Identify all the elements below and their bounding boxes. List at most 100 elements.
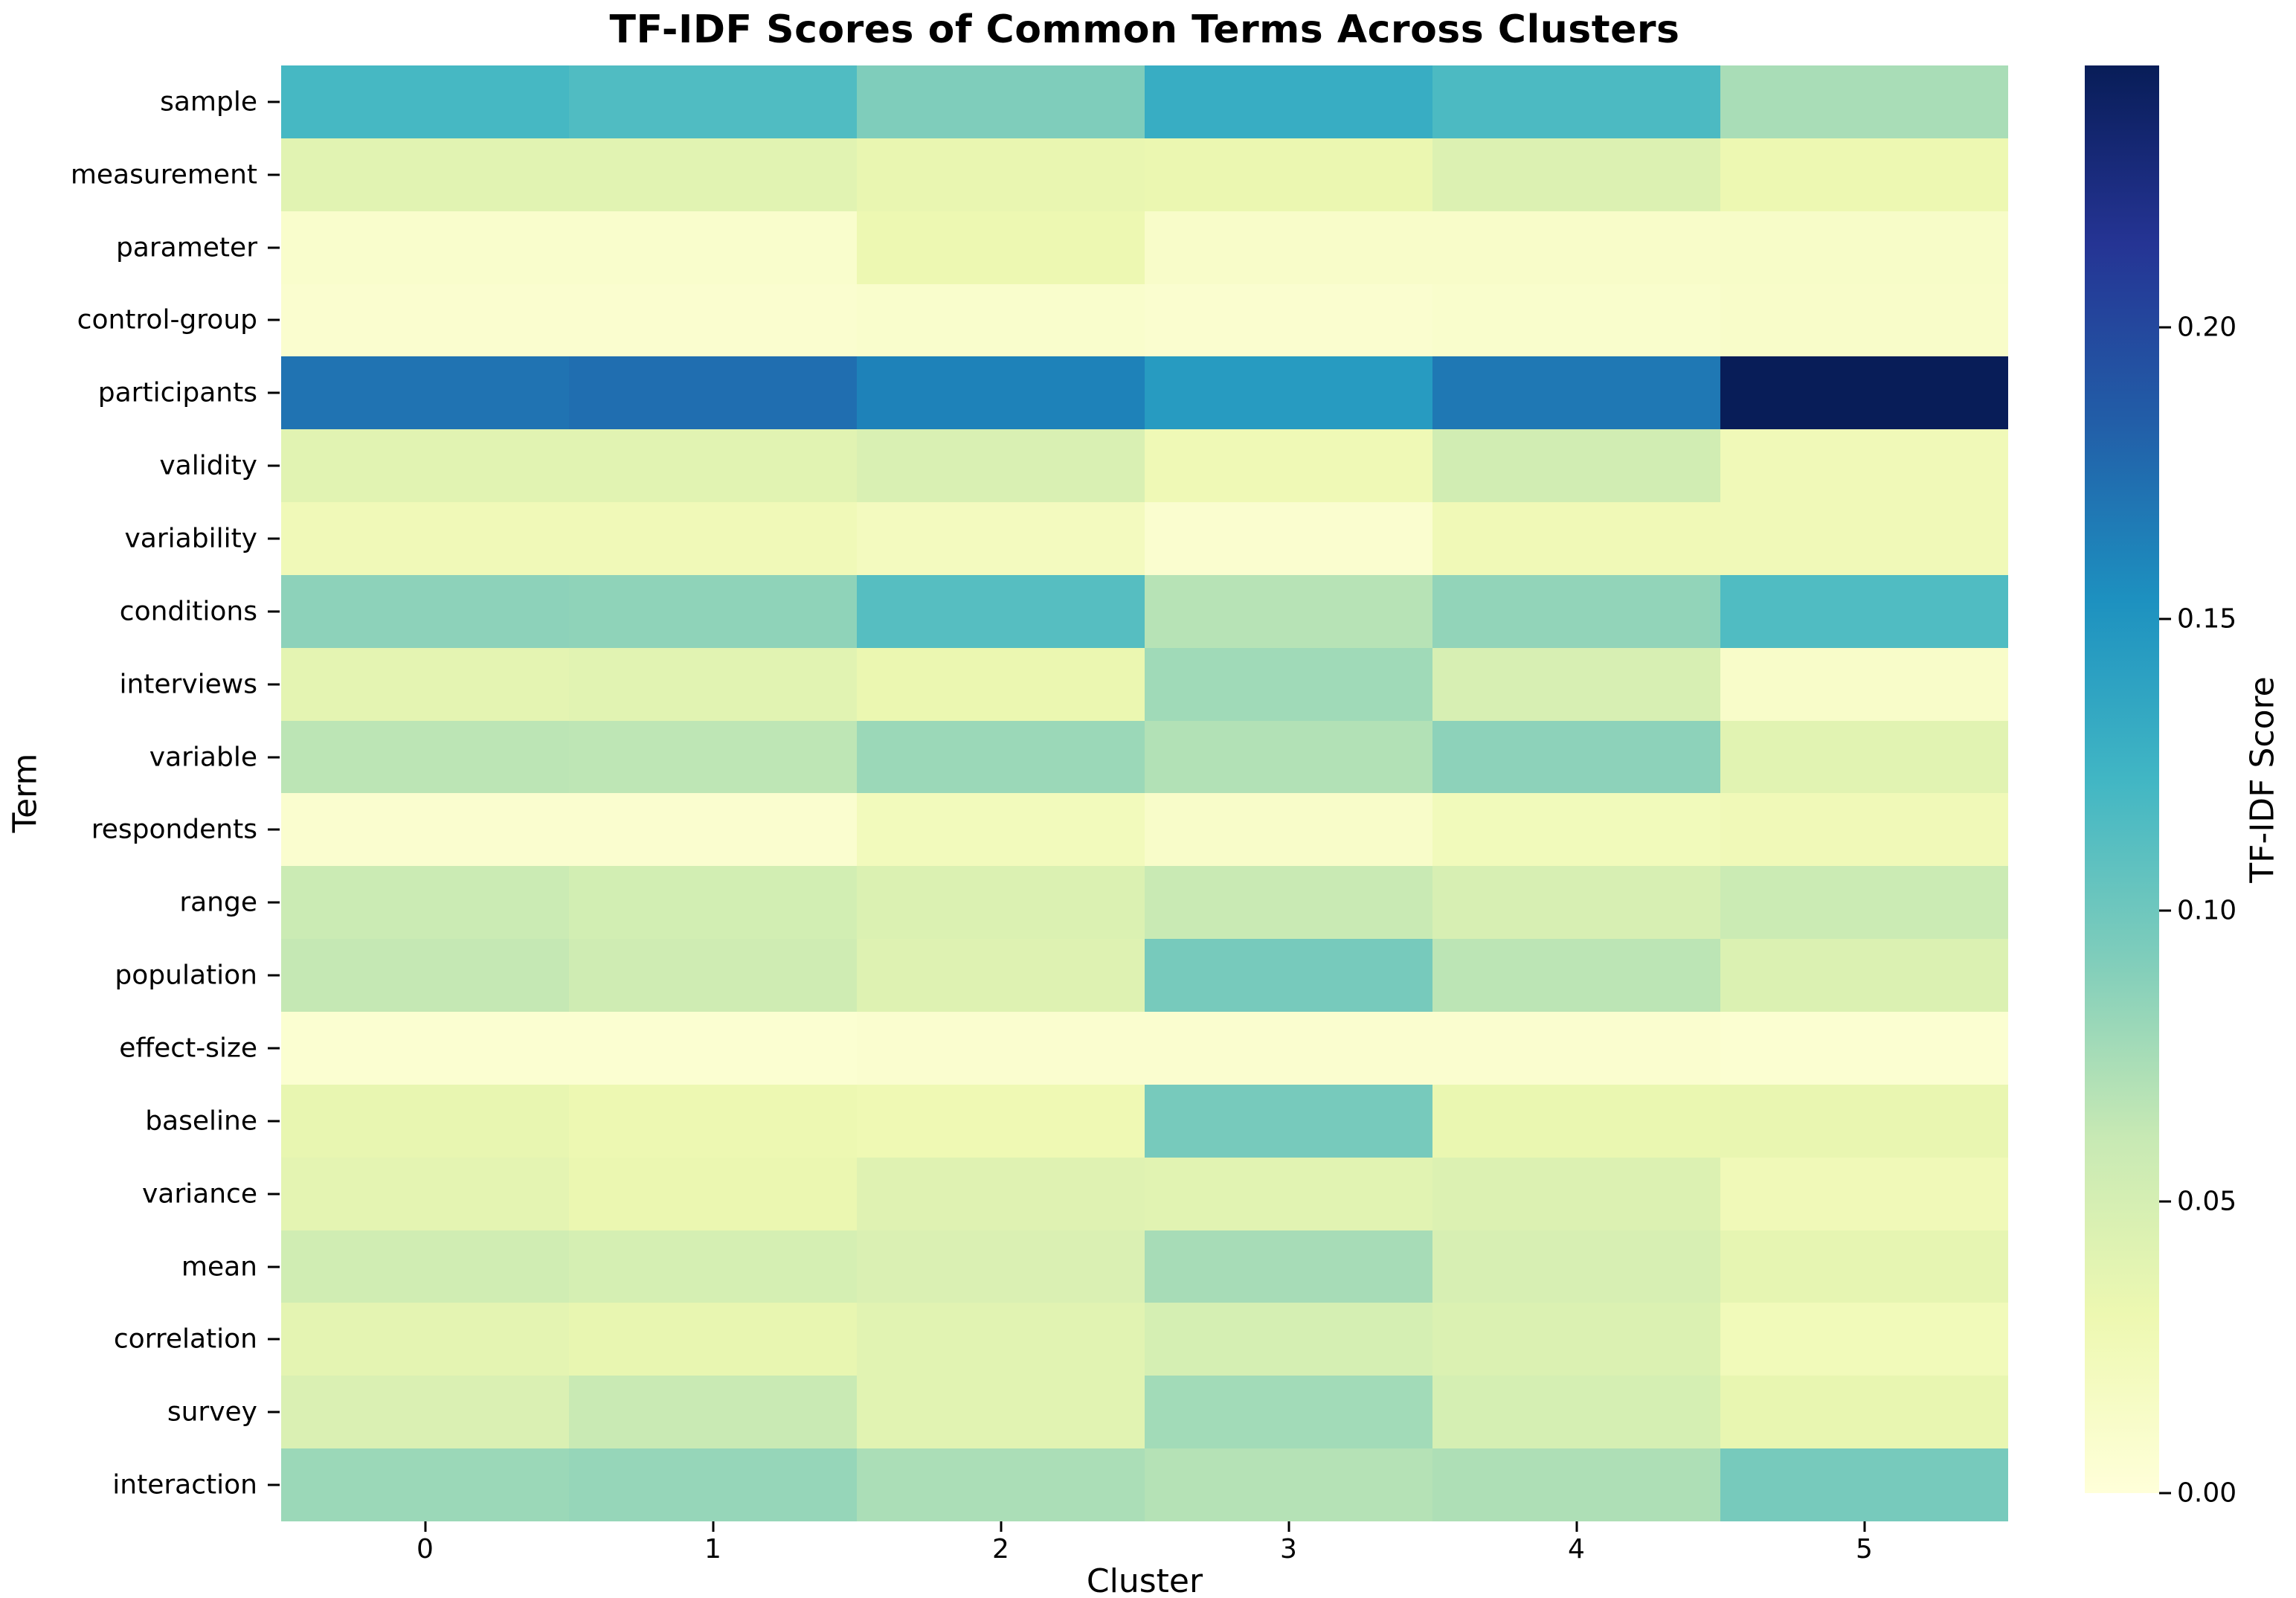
- heatmap-cell: [1432, 647, 1720, 721]
- heatmap-cell: [1432, 866, 1720, 940]
- heatmap-cell: [1432, 939, 1720, 1013]
- colorbar-tick-mark: [2159, 617, 2171, 620]
- y-axis-tick-label: parameter: [115, 232, 257, 263]
- x-axis-tick-marks: [281, 1521, 2008, 1532]
- y-axis-tick-label: respondents: [91, 814, 257, 845]
- heatmap-cell: [569, 283, 857, 357]
- y-tick-mark: [268, 100, 280, 103]
- heatmap-cell: [281, 1230, 569, 1303]
- colorbar-tick-label: 0.10: [2177, 895, 2237, 926]
- x-tick-mark: [1575, 1521, 1578, 1532]
- heatmap-cell: [1720, 1448, 2008, 1521]
- x-axis-tick-label: 0: [417, 1534, 434, 1565]
- heatmap-cell: [1432, 429, 1720, 503]
- heatmap-cell: [857, 1230, 1145, 1303]
- heatmap-cell: [569, 647, 857, 721]
- y-tick-mark: [268, 610, 280, 613]
- heatmap-cell: [569, 1230, 857, 1303]
- heatmap-cell: [569, 138, 857, 211]
- y-axis-tick-label: validity: [159, 450, 257, 481]
- y-tick-mark: [268, 1120, 280, 1123]
- heatmap-cell: [857, 65, 1145, 138]
- heatmap-cell: [857, 866, 1145, 940]
- heatmap-cell: [569, 720, 857, 794]
- heatmap-cell: [281, 793, 569, 867]
- heatmap-cell: [1720, 65, 2008, 138]
- heatmap-cell: [281, 1376, 569, 1449]
- x-axis-label: Cluster: [1086, 1562, 1203, 1598]
- y-axis-tick-label: range: [179, 887, 257, 918]
- heatmap-cell: [857, 939, 1145, 1013]
- heatmap-cell: [1432, 283, 1720, 357]
- heatmap-cell: [1145, 283, 1432, 357]
- y-axis-tick-label: variance: [142, 1178, 257, 1210]
- heatmap-cell: [857, 720, 1145, 794]
- heatmap-cell: [569, 1376, 857, 1449]
- heatmap-cell: [281, 502, 569, 575]
- heatmap-cell: [1432, 1303, 1720, 1376]
- heatmap-grid: [281, 65, 2008, 1521]
- heatmap-cell: [1145, 1448, 1432, 1521]
- heatmap-cell: [1145, 1376, 1432, 1449]
- x-tick-mark: [424, 1521, 426, 1532]
- heatmap-cell: [1432, 356, 1720, 430]
- y-tick-mark: [268, 1193, 280, 1196]
- heatmap-cell: [1145, 866, 1432, 940]
- heatmap-cell: [857, 283, 1145, 357]
- y-axis-tick-label: interaction: [112, 1469, 257, 1501]
- heatmap-cell: [1145, 939, 1432, 1013]
- heatmap-cell: [281, 65, 569, 138]
- heatmap-cell: [1145, 1084, 1432, 1158]
- heatmap-cell: [1432, 1157, 1720, 1230]
- heatmap-cell: [1145, 429, 1432, 503]
- y-axis-tick-label: interviews: [119, 669, 257, 700]
- x-axis-tick-label: 2: [992, 1534, 1009, 1565]
- colorbar-tick-label: 0.20: [2177, 312, 2237, 343]
- heatmap-cell: [857, 211, 1145, 284]
- heatmap-cell: [1145, 720, 1432, 794]
- y-tick-mark: [268, 1265, 280, 1268]
- heatmap-cell: [1432, 1012, 1720, 1085]
- x-tick-mark: [1000, 1521, 1002, 1532]
- heatmap-cell: [281, 356, 569, 430]
- heatmap-cell: [1720, 866, 2008, 940]
- heatmap-cell: [1432, 502, 1720, 575]
- y-axis-tick-label: population: [115, 960, 257, 991]
- y-axis-tick-label: correlation: [113, 1323, 257, 1355]
- y-axis-tick-label: baseline: [145, 1106, 257, 1137]
- y-axis-tick-label: survey: [167, 1396, 257, 1428]
- heatmap-cell: [281, 1157, 569, 1230]
- y-tick-mark: [268, 1338, 280, 1341]
- colorbar-label: TF-IDF Score: [2243, 676, 2282, 883]
- heatmap-cell: [1720, 1084, 2008, 1158]
- heatmap-cell: [857, 574, 1145, 648]
- heatmap-cell: [281, 211, 569, 284]
- x-axis-tick-label: 3: [1280, 1534, 1297, 1565]
- y-axis-tick-label: variable: [149, 742, 257, 773]
- colorbar-tick-labels: 0.00 0.05 0.10 0.15 0.20: [2177, 65, 2274, 1509]
- heatmap-cell: [1145, 793, 1432, 867]
- heatmap-cell: [569, 356, 857, 430]
- x-axis-tick-labels: 0 1 2 3 4 5: [281, 1534, 2008, 1567]
- y-tick-mark: [268, 318, 280, 321]
- y-axis-label: Term: [6, 753, 45, 833]
- heatmap-cell: [281, 1303, 569, 1376]
- y-tick-mark: [268, 537, 280, 540]
- y-tick-mark: [268, 246, 280, 249]
- y-axis-tick-label: variability: [124, 523, 257, 554]
- heatmap-cell: [569, 1157, 857, 1230]
- heatmap-cell: [569, 793, 857, 867]
- heatmap-cell: [1145, 502, 1432, 575]
- heatmap-cell: [1720, 1376, 2008, 1449]
- x-tick-mark: [1863, 1521, 1865, 1532]
- heatmap-cell: [1720, 1012, 2008, 1085]
- heatmap-cell: [569, 939, 857, 1013]
- x-axis-tick-label: 4: [1568, 1534, 1585, 1565]
- heatmap-cell: [281, 647, 569, 721]
- heatmap-cell: [569, 65, 857, 138]
- heatmap-cell: [1720, 939, 2008, 1013]
- heatmap-cell: [1432, 574, 1720, 648]
- heatmap-cell: [569, 574, 857, 648]
- heatmap-cell: [1432, 793, 1720, 867]
- y-tick-mark: [268, 173, 280, 176]
